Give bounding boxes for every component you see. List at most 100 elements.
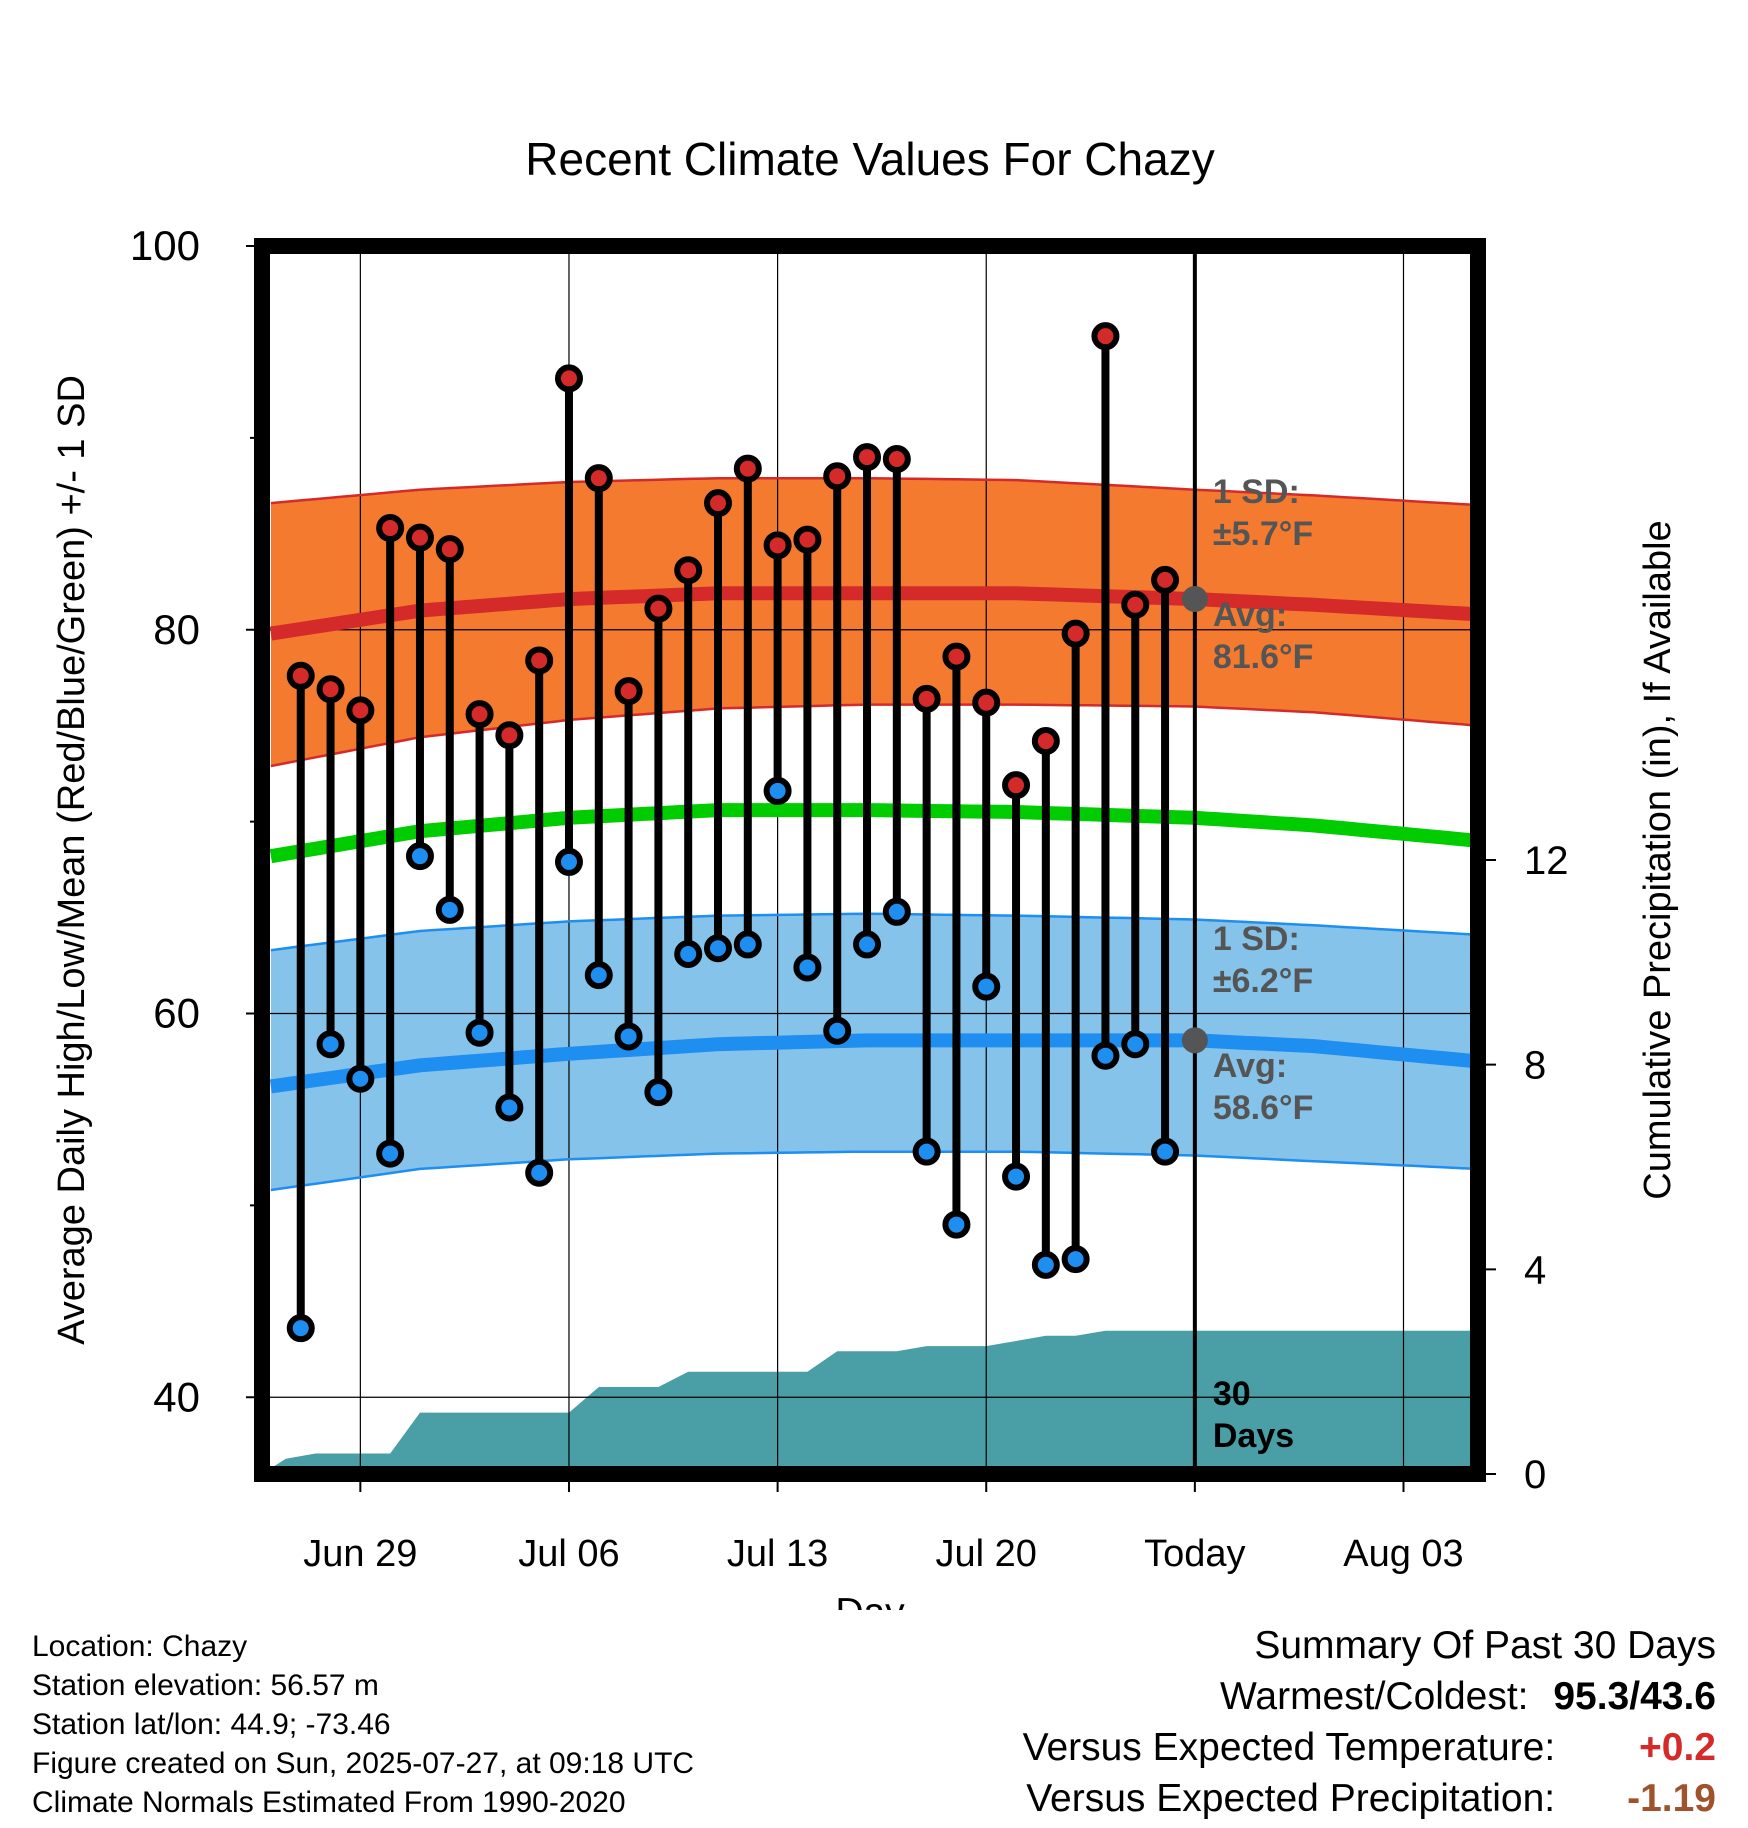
high-temp-point: [554, 364, 583, 393]
high-temp-point: [823, 462, 852, 491]
x-tick-label: Today: [1144, 1533, 1245, 1575]
y-left-tick-label: 80: [153, 606, 200, 653]
low-temp-point: [1002, 1162, 1031, 1191]
high-sd-annotation: 1 SD: ±5.7°F: [1213, 473, 1313, 553]
temp-label: Versus Expected Temperature:: [1022, 1726, 1556, 1769]
days-window-annotation: 30 Days: [1213, 1375, 1294, 1455]
high-temp-point: [465, 700, 494, 729]
figure-created: Figure created on Sun, 2025-07-27, at 09…: [32, 1747, 695, 1780]
low-temp-point: [495, 1093, 524, 1122]
high-temp-point: [405, 523, 434, 552]
high-temp-point: [763, 531, 792, 560]
high-temp-point: [525, 646, 554, 675]
summary-warmest-coldest: Warmest/Coldest: 95.3/43.6: [1023, 1671, 1716, 1722]
y-right-tick-label: 4: [1524, 1248, 1546, 1292]
y-right-tick-label: 12: [1524, 839, 1569, 883]
low-temp-point: [793, 953, 822, 982]
station-latlon: Station lat/lon: 44.9; -73.46: [32, 1708, 391, 1741]
precip-area-group: [262, 1330, 1478, 1474]
x-tick-label: Aug 03: [1343, 1533, 1463, 1575]
low-temp-point: [1151, 1137, 1180, 1166]
summary-precipitation: Versus Expected Precipitation: -1.19: [1023, 1773, 1716, 1824]
low-temp-point: [644, 1078, 673, 1107]
station-elevation: Station elevation: 56.57 m: [32, 1669, 379, 1702]
high-temp-point: [614, 677, 643, 706]
low-temp-point: [346, 1064, 375, 1093]
high-temp-point: [346, 696, 375, 725]
high-temp-point: [435, 535, 464, 564]
high-temp-point: [1031, 727, 1060, 756]
low-temp-point: [733, 930, 762, 959]
low-temp-point: [942, 1210, 971, 1239]
high-temp-point: [882, 444, 911, 473]
high-temp-point: [286, 661, 315, 690]
y-left-tick-label: 100: [130, 222, 200, 269]
high-temp-point: [853, 443, 882, 472]
high-avg-annotation: Avg: 81.6°F: [1213, 596, 1314, 676]
daily-stems: [286, 322, 1180, 1343]
precip-area: [262, 1330, 1478, 1474]
high-temp-point: [495, 721, 524, 750]
high-temp-point: [912, 684, 941, 713]
low-temp-point: [405, 842, 434, 871]
high-temp-point: [644, 594, 673, 623]
high-temp-point: [1151, 565, 1180, 594]
high-temp-point: [793, 525, 822, 554]
low-temp-point: [1031, 1250, 1060, 1279]
station-location: Location: Chazy: [32, 1630, 248, 1663]
x-axis-label: Day: [835, 1591, 905, 1610]
low-temp-point: [763, 776, 792, 805]
low-band-lower-edge: [270, 1150, 1479, 1192]
high-temp-point: [316, 675, 345, 704]
high-temp-point: [1091, 322, 1120, 351]
low-temp-point: [525, 1158, 554, 1187]
low-temp-point: [1061, 1245, 1090, 1274]
summary-temperature: Versus Expected Temperature: +0.2: [1023, 1722, 1716, 1773]
high-temp-point: [704, 489, 732, 518]
low-temp-point: [882, 897, 911, 926]
precip-label: Versus Expected Precipitation:: [1026, 1777, 1556, 1820]
high-temp-point: [733, 454, 762, 483]
x-tick-label: Jul 20: [936, 1533, 1037, 1575]
high-temp-point: [1002, 771, 1031, 800]
today-high-normal-marker: [1181, 586, 1208, 613]
low-temp-point: [465, 1018, 494, 1047]
high-temp-point: [584, 464, 613, 493]
y-right-tick-label: 0: [1524, 1453, 1546, 1497]
low-sd-annotation: 1 SD: ±6.2°F: [1213, 920, 1313, 1000]
climate-normals-note: Climate Normals Estimated From 1990-2020: [32, 1786, 626, 1819]
low-temp-point: [286, 1314, 315, 1343]
summary-panel: Summary Of Past 30 Days Warmest/Coldest:…: [1023, 1620, 1716, 1824]
x-tick-label: Jul 06: [518, 1533, 619, 1575]
low-temp-point: [435, 895, 464, 924]
low-temp-point: [614, 1022, 643, 1051]
low-temp-point: [1091, 1041, 1120, 1070]
warmest-coldest-label: Warmest/Coldest:: [1220, 1675, 1529, 1718]
normal-annotations: 1 SD: ±5.7°F Avg: 81.6°F 1 SD: ±6.2°F Avg: 58.6…: [1213, 473, 1314, 1455]
y-axis-label-left: Average Daily High/Low/Mean (Red/Blue/Gr…: [51, 375, 93, 1345]
precip-value: -1.19: [1627, 1777, 1716, 1820]
high-temp-point: [1061, 619, 1090, 648]
y-left-tick-label: 40: [153, 1373, 200, 1420]
high-temp-point: [942, 642, 971, 671]
y-left-tick-label: 60: [153, 990, 200, 1037]
low-avg-annotation: Avg: 58.6°F: [1213, 1047, 1314, 1127]
axes: 40 60 80 100 0 4 8 12 Jun 29 Jul 06 Jul 13 Jul 20 To…: [130, 222, 1569, 1575]
warmest-coldest-value: 95.3/43.6: [1553, 1675, 1716, 1718]
today-low-normal-marker: [1181, 1027, 1208, 1054]
station-info: Location: Chazy Station elevation: 56.57…: [32, 1627, 694, 1822]
low-temp-point: [674, 940, 703, 969]
high-temp-point: [1121, 590, 1150, 619]
temp-value: +0.2: [1639, 1726, 1716, 1769]
low-sd-band: [270, 913, 1478, 1190]
low-temp-point: [823, 1016, 852, 1045]
x-tick-label: Jul 13: [727, 1533, 828, 1575]
low-temp-point: [554, 847, 583, 876]
climate-chart: 1 SD: ±5.7°F Avg: 81.6°F 1 SD: ±6.2°F Avg: 58.6…: [51, 133, 1679, 1610]
y-axis-label-right: Cumulative Precipitation (in), If Availa…: [1637, 520, 1679, 1199]
high-temp-point: [674, 556, 703, 585]
summary-title: Summary Of Past 30 Days: [1254, 1624, 1716, 1667]
chart-title: Recent Climate Values For Chazy: [525, 133, 1214, 185]
low-temp-point: [584, 961, 613, 990]
x-tick-label: Jun 29: [303, 1533, 417, 1575]
